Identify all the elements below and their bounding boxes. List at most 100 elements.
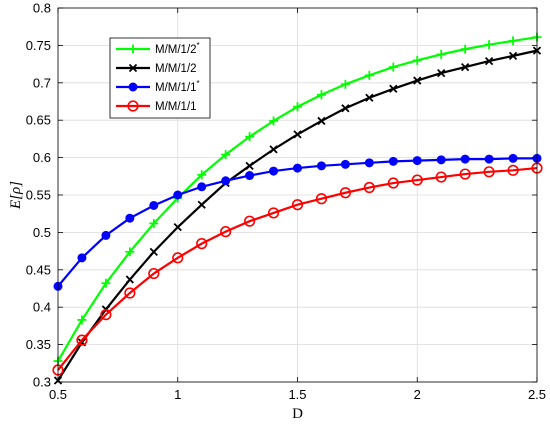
x-marker-b xyxy=(389,84,398,93)
y-tick-label: 0.7 xyxy=(33,75,51,90)
data-point xyxy=(460,44,470,54)
data-point xyxy=(459,168,471,180)
data-point xyxy=(508,153,518,163)
data-point xyxy=(221,176,231,186)
circle-marker xyxy=(267,207,280,219)
x-marker-b xyxy=(508,51,518,61)
circle-marker xyxy=(483,166,495,178)
circle-marker xyxy=(76,334,88,346)
data-point xyxy=(484,154,494,164)
dot-marker xyxy=(101,230,111,240)
series-line xyxy=(57,166,538,371)
data-point xyxy=(507,164,519,176)
legend-label: M/M/1/1* xyxy=(155,79,200,94)
x-tick-label: 0.5 xyxy=(49,387,67,402)
data-point xyxy=(125,213,135,223)
legend-box xyxy=(109,37,211,119)
dot-marker xyxy=(316,161,326,171)
y-tick-label: 0.6 xyxy=(33,150,51,165)
data-point xyxy=(461,62,470,72)
x-marker-b xyxy=(317,116,326,126)
dot-marker xyxy=(125,213,135,223)
data-point xyxy=(148,267,160,280)
circle-marker xyxy=(339,187,352,199)
dot-marker xyxy=(77,253,87,263)
legend-label-superscript: * xyxy=(197,41,200,50)
data-point xyxy=(315,193,328,205)
series-2 xyxy=(53,46,542,385)
data-point xyxy=(173,223,182,232)
y-tick-label: 0.5 xyxy=(33,225,51,240)
dot-marker xyxy=(412,156,422,166)
data-point xyxy=(435,171,447,183)
y-axis-label: E[ρ] xyxy=(8,181,24,210)
data-point xyxy=(317,116,326,126)
data-point xyxy=(245,132,255,142)
circle-marker xyxy=(148,267,160,280)
circle-marker xyxy=(507,164,519,176)
data-point xyxy=(125,247,135,257)
circle-marker xyxy=(291,199,304,211)
data-point xyxy=(412,55,422,65)
data-point xyxy=(388,156,398,166)
data-point xyxy=(389,84,398,93)
x-marker-b xyxy=(461,62,470,72)
y-tick-label: 0.55 xyxy=(26,188,51,203)
circle-marker xyxy=(435,171,447,183)
data-point xyxy=(316,90,326,100)
x-marker-b xyxy=(293,130,302,139)
x-marker-b xyxy=(197,200,206,209)
data-point xyxy=(196,238,208,250)
data-point xyxy=(437,68,446,78)
data-point xyxy=(101,230,111,240)
x-marker-b xyxy=(269,145,278,154)
data-point xyxy=(269,145,278,154)
data-point xyxy=(244,215,256,227)
data-point xyxy=(340,79,350,89)
data-point xyxy=(172,252,184,264)
data-point xyxy=(101,278,111,288)
circle-marker xyxy=(100,309,112,321)
ticks: 0.5 1 1.5 2 2.5 0.3 0.35 0.4 0.45 0.5 0.55 0.6 0.65 0… xyxy=(26,1,546,403)
data-point xyxy=(316,161,326,171)
data-point xyxy=(293,163,302,173)
data-point xyxy=(197,200,206,209)
data-point xyxy=(508,36,518,46)
data-point xyxy=(293,130,302,139)
data-point xyxy=(340,159,350,169)
legend-label: M/M/1/1 xyxy=(155,101,197,113)
x-marker-b xyxy=(413,76,422,85)
dot-marker xyxy=(293,163,302,173)
data-point xyxy=(76,334,88,346)
dot-marker xyxy=(340,159,350,169)
dot-marker xyxy=(128,82,138,92)
x-marker-b xyxy=(125,275,134,284)
dot-marker xyxy=(197,182,207,192)
x-axis-label: D xyxy=(292,406,303,422)
data-point xyxy=(125,275,134,284)
data-point xyxy=(365,93,374,102)
circle-marker xyxy=(315,193,328,205)
data-point xyxy=(197,182,207,192)
data-point xyxy=(149,200,159,210)
data-point xyxy=(149,218,159,228)
legend-label: M/M/1/2 xyxy=(155,63,197,75)
circle-marker xyxy=(244,215,256,227)
data-point xyxy=(245,171,255,181)
data-point xyxy=(269,116,279,126)
data-point xyxy=(364,158,374,168)
data-point xyxy=(363,181,375,194)
circle-marker xyxy=(363,181,375,194)
data-point xyxy=(269,166,279,176)
y-tick-label: 0.4 xyxy=(33,300,51,315)
x-tick-label: 2.5 xyxy=(528,387,546,402)
circle-marker xyxy=(411,174,423,186)
y-tick-label: 0.75 xyxy=(26,38,51,53)
circle-marker xyxy=(124,287,136,299)
x-marker-b xyxy=(484,56,494,66)
circle-marker xyxy=(387,177,399,189)
data-point xyxy=(413,76,422,85)
y-tick-label: 0.45 xyxy=(26,262,51,277)
data-point xyxy=(245,161,254,170)
